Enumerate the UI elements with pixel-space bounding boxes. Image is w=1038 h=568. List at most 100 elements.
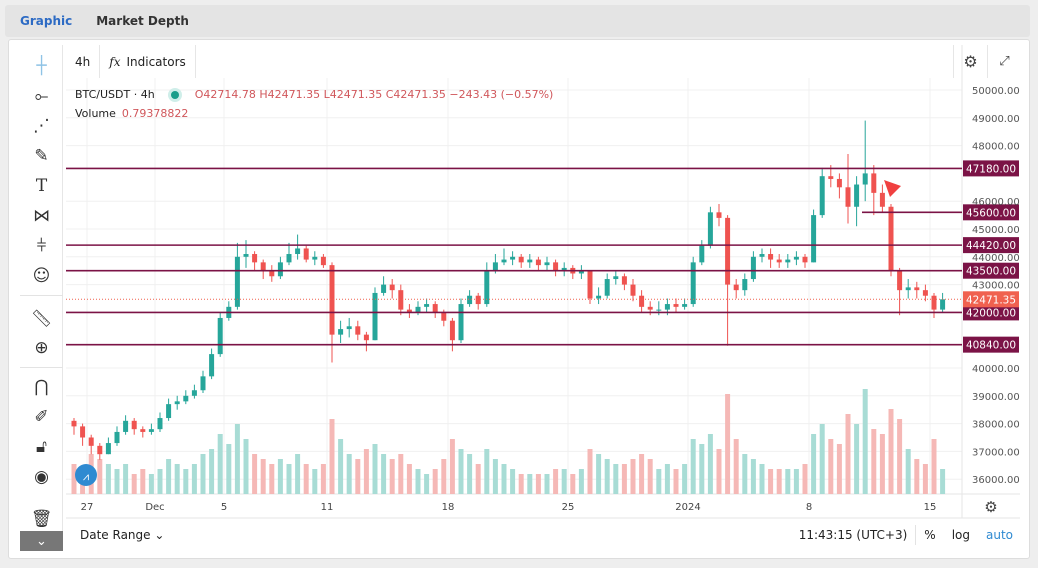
- time-tick-label: 11: [321, 502, 334, 513]
- candle-body: [320, 256, 326, 266]
- candle-body: [140, 429, 146, 432]
- brush-icon[interactable]: ✎: [34, 146, 49, 166]
- price-tick-label: 40000.00: [972, 364, 1020, 375]
- level-label-bg: [963, 160, 1019, 177]
- time-tick-label: 15: [924, 502, 937, 513]
- volume-bar: [243, 439, 249, 494]
- indicators-label: Indicators: [126, 54, 186, 69]
- watermark-logo-icon: [75, 464, 97, 486]
- level-label: 40840.00: [966, 340, 1016, 352]
- volume-bar: [329, 419, 335, 494]
- log-toggle[interactable]: log: [951, 528, 970, 542]
- volume-bar: [871, 429, 877, 494]
- date-range-button[interactable]: Date Range ⌄: [80, 528, 165, 542]
- ruler-icon[interactable]: 📏︎: [30, 309, 53, 329]
- volume-bar: [527, 474, 533, 494]
- volume-bar: [269, 464, 275, 494]
- candle-body: [690, 262, 696, 305]
- candle-body: [269, 270, 275, 277]
- tab-graphic[interactable]: Graphic: [20, 14, 73, 28]
- auto-toggle[interactable]: auto: [985, 528, 1013, 542]
- candle-body: [664, 304, 670, 310]
- volume-bar: [596, 454, 602, 494]
- volume-bar: [226, 444, 232, 494]
- volume-bar: [415, 469, 421, 494]
- volume-bar: [441, 459, 447, 494]
- settings-icon[interactable]: ⚙: [953, 45, 987, 78]
- level-label-bg: [963, 262, 1019, 279]
- volume-bar: [699, 444, 705, 494]
- candle-body: [922, 290, 928, 296]
- last-price-label-bg: [963, 291, 1019, 308]
- volume-bar: [897, 419, 903, 494]
- candle-body: [639, 295, 645, 307]
- text-icon[interactable]: T: [35, 176, 48, 196]
- pitchfork-icon[interactable]: ⋰: [33, 116, 50, 136]
- candle-body: [759, 254, 765, 257]
- candle-body: [510, 256, 516, 260]
- pattern-icon[interactable]: ⋈: [33, 206, 50, 226]
- volume-bar: [604, 459, 610, 494]
- volume-bar: [389, 459, 395, 494]
- level-label: 45600.00: [966, 207, 1016, 219]
- price-tick-label: 39000.00: [972, 392, 1020, 403]
- axis-settings-icon[interactable]: ⚙: [984, 498, 997, 516]
- magnet-icon[interactable]: ⋂: [34, 377, 49, 397]
- candle-body: [475, 295, 481, 305]
- trend-line-icon[interactable]: ⟜: [34, 86, 49, 106]
- candle-body: [234, 256, 240, 307]
- volume-bar: [363, 449, 369, 494]
- toolbar-divider: [20, 295, 63, 296]
- volume-bar: [639, 454, 645, 494]
- volume-value: 0.79378822: [121, 107, 189, 120]
- candle-body: [931, 295, 937, 310]
- candle-body: [80, 426, 86, 438]
- volume-bar: [940, 469, 946, 494]
- prediction-icon[interactable]: ⫩: [36, 236, 47, 256]
- price-tick-label: 36000.00: [972, 475, 1020, 486]
- volume-bar: [587, 449, 593, 494]
- volume-bar: [768, 469, 774, 494]
- fullscreen-icon[interactable]: ⤢: [987, 45, 1021, 78]
- emoji-icon[interactable]: ☺: [32, 266, 51, 286]
- volume-bar: [914, 459, 920, 494]
- interval-button[interactable]: 4h: [66, 45, 101, 78]
- unlock-icon[interactable]: 🔓︎: [35, 437, 48, 457]
- chart-legend: BTC/USDT · 4h O42714.78 H42471.35 L42471.…: [75, 85, 553, 123]
- volume-bar: [355, 459, 361, 494]
- volume-bar: [320, 464, 326, 494]
- candle-body: [449, 320, 455, 341]
- candle-body: [811, 215, 817, 263]
- volume-bar: [716, 449, 722, 494]
- trash-icon[interactable]: 🗑︎: [30, 509, 53, 529]
- chevron-down-icon[interactable]: ⌄: [20, 531, 63, 551]
- lock-drawing-icon[interactable]: ✐: [34, 407, 49, 427]
- candle-body: [131, 420, 137, 430]
- tab-market-depth[interactable]: Market Depth: [96, 14, 189, 28]
- indicators-button[interactable]: fx Indicators: [100, 45, 196, 78]
- volume-bar: [295, 454, 301, 494]
- volume-bar: [785, 469, 791, 494]
- price-tick-label: 45000.00: [972, 225, 1020, 236]
- candle-body: [183, 395, 189, 402]
- volume-bar: [174, 464, 180, 494]
- volume-bar: [252, 454, 258, 494]
- zoom-in-icon[interactable]: ⊕: [34, 338, 49, 358]
- percent-toggle[interactable]: %: [924, 528, 936, 542]
- candle-body: [682, 304, 688, 307]
- candle-body: [553, 262, 559, 271]
- time-tick-label: 25: [562, 502, 575, 513]
- volume-bar: [733, 439, 739, 494]
- volume-bar: [140, 469, 146, 494]
- eye-icon[interactable]: ◉: [34, 467, 49, 487]
- candle-body: [191, 390, 197, 396]
- candle-body: [527, 259, 533, 263]
- volume-label: Volume: [75, 107, 116, 120]
- candle-body: [209, 354, 215, 377]
- crosshair-icon[interactable]: ┼: [36, 56, 47, 76]
- volume-bar: [200, 454, 206, 494]
- volume-bar: [819, 424, 825, 494]
- volume-bar: [277, 459, 283, 494]
- candle-body: [492, 262, 498, 271]
